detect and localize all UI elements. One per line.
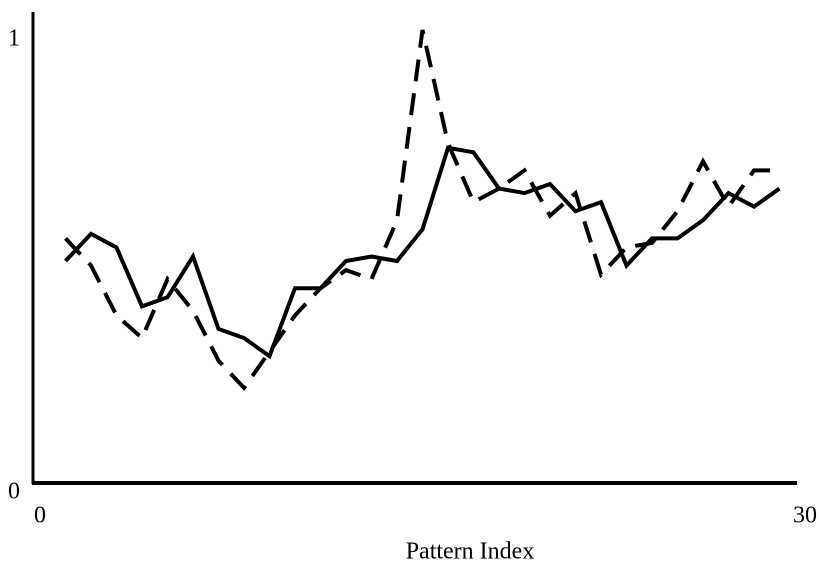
- x-axis-label: Pattern Index: [406, 539, 535, 565]
- x-tick-label: 30: [793, 503, 817, 529]
- x-tick-label: 0: [34, 503, 46, 529]
- y-tick-label: 0: [8, 479, 20, 505]
- y-tick-label: 1: [8, 26, 20, 52]
- series-line: [64, 29, 780, 392]
- series-line: [64, 145, 781, 360]
